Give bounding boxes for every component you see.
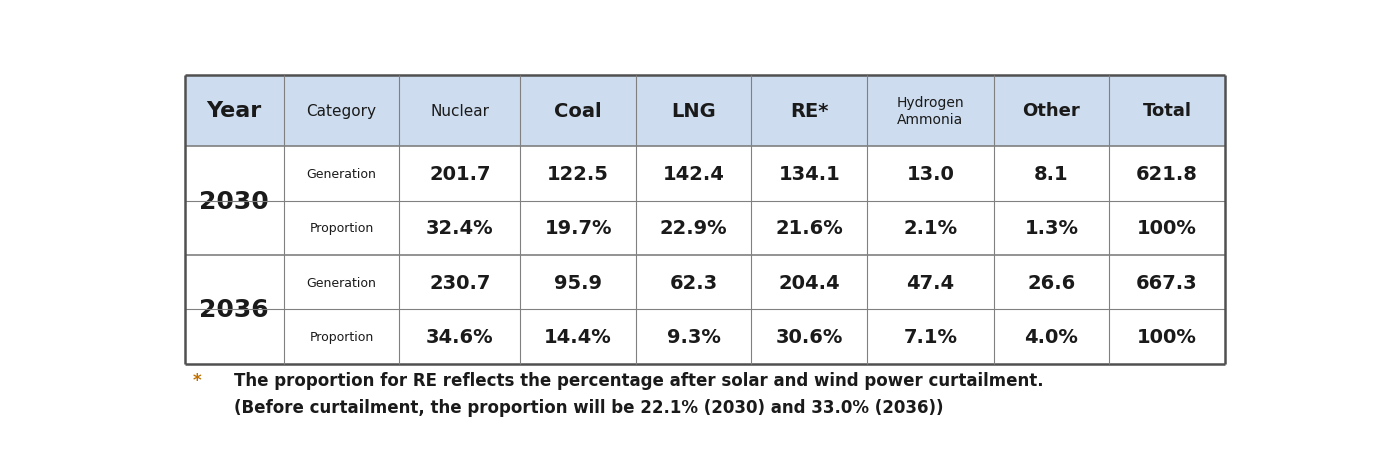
Text: 8.1: 8.1 — [1034, 165, 1068, 184]
Text: 13.0: 13.0 — [906, 165, 954, 184]
Text: 7.1%: 7.1% — [903, 327, 957, 346]
Text: 32.4%: 32.4% — [426, 219, 494, 238]
Text: 26.6: 26.6 — [1027, 273, 1075, 292]
Text: 9.3%: 9.3% — [667, 327, 720, 346]
Text: (Before curtailment, the proportion will be 22.1% (2030) and 33.0% (2036)): (Before curtailment, the proportion will… — [234, 398, 943, 416]
Text: 95.9: 95.9 — [554, 273, 602, 292]
Text: Generation: Generation — [307, 276, 377, 289]
Text: *: * — [193, 371, 202, 389]
Text: The proportion for RE reflects the percentage after solar and wind power curtail: The proportion for RE reflects the perce… — [234, 371, 1044, 389]
Text: Proportion: Proportion — [309, 222, 374, 235]
Text: 100%: 100% — [1137, 327, 1196, 346]
Text: 621.8: 621.8 — [1136, 165, 1198, 184]
Text: Category: Category — [307, 104, 377, 119]
Text: 204.4: 204.4 — [778, 273, 840, 292]
Text: 4.0%: 4.0% — [1024, 327, 1078, 346]
Text: LNG: LNG — [671, 102, 716, 120]
Bar — [184, 201, 1225, 256]
Text: Nuclear: Nuclear — [430, 104, 490, 119]
Text: 100%: 100% — [1137, 219, 1196, 238]
Text: 2.1%: 2.1% — [903, 219, 957, 238]
Text: 201.7: 201.7 — [429, 165, 491, 184]
Text: 62.3: 62.3 — [670, 273, 718, 292]
Text: Hydrogen
Ammonia: Hydrogen Ammonia — [896, 96, 964, 126]
Bar — [184, 310, 1225, 364]
Text: 1.3%: 1.3% — [1024, 219, 1078, 238]
Text: 134.1: 134.1 — [778, 165, 840, 184]
Text: Generation: Generation — [307, 168, 377, 180]
Text: 30.6%: 30.6% — [775, 327, 843, 346]
Text: 2030: 2030 — [199, 189, 270, 213]
Text: Proportion: Proportion — [309, 330, 374, 343]
Text: 14.4%: 14.4% — [544, 327, 612, 346]
Text: 667.3: 667.3 — [1136, 273, 1198, 292]
Text: 47.4: 47.4 — [906, 273, 954, 292]
Bar — [184, 76, 1225, 147]
Text: 34.6%: 34.6% — [426, 327, 494, 346]
Text: 142.4: 142.4 — [663, 165, 725, 184]
Text: Year: Year — [206, 101, 261, 121]
Text: Other: Other — [1023, 102, 1081, 120]
Bar — [184, 147, 1225, 201]
Text: Coal: Coal — [554, 102, 602, 120]
Text: 2036: 2036 — [199, 298, 270, 322]
Text: 230.7: 230.7 — [429, 273, 491, 292]
Text: Total: Total — [1143, 102, 1191, 120]
Text: 19.7%: 19.7% — [544, 219, 612, 238]
Text: 21.6%: 21.6% — [775, 219, 843, 238]
Text: RE*: RE* — [791, 102, 828, 120]
Text: 22.9%: 22.9% — [660, 219, 727, 238]
Text: 122.5: 122.5 — [547, 165, 609, 184]
Bar — [184, 256, 1225, 310]
